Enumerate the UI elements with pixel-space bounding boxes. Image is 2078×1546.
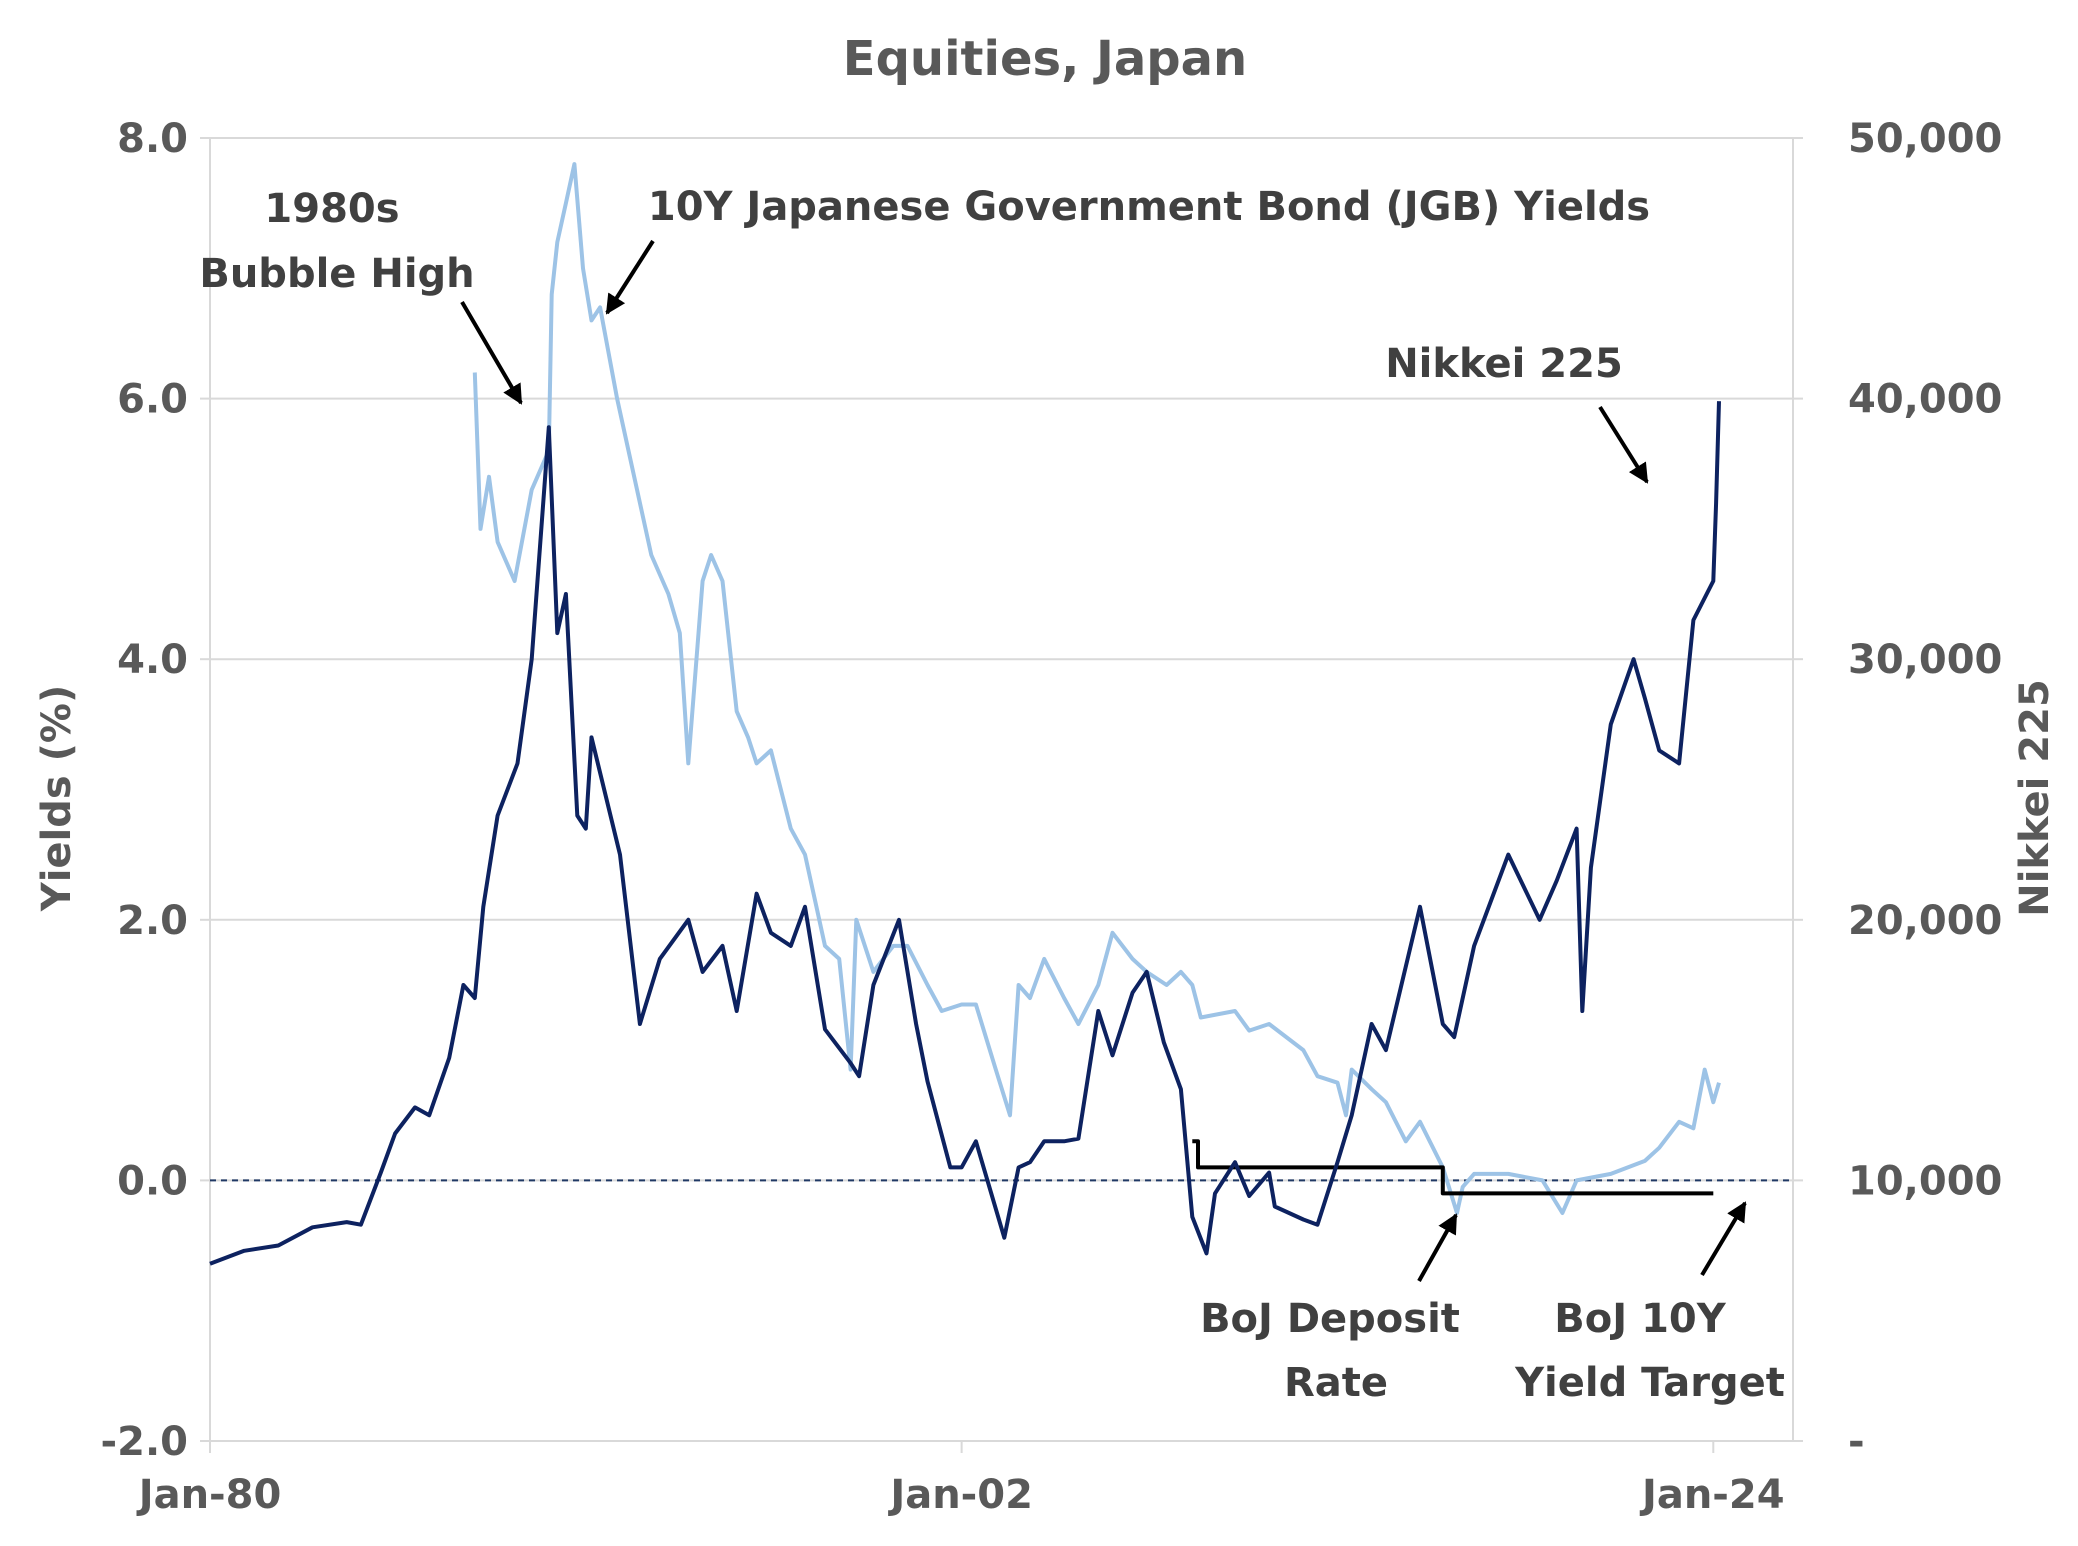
annotation-nikkei-arrow: [1598, 405, 1649, 484]
left-tick-label: 8.0: [117, 116, 188, 162]
deposit-rate-line: [1192, 1139, 1714, 1196]
right-axis-ticks: - 10,000 20,000 30,000 40,000 50,000: [1793, 116, 2002, 1465]
right-tick-label: -: [1848, 1419, 1865, 1465]
annotation-target-arrow: [1700, 1201, 1747, 1277]
left-tick-label: -2.0: [101, 1419, 188, 1465]
right-tick-label: 10,000: [1848, 1158, 2002, 1204]
annotation-nikkei: Nikkei 225: [1385, 341, 1623, 387]
nikkei-series-line: [209, 401, 1721, 1266]
x-axis-ticks: Jan-80 Jan-02 Jan-24: [136, 1441, 1785, 1518]
annotation-target-line1: BoJ 10Y: [1554, 1296, 1726, 1342]
series-layer: [209, 162, 1793, 1266]
annotation-bubble-arrow: [460, 300, 523, 405]
annotation-deposit-line1: BoJ Deposit: [1200, 1296, 1460, 1342]
left-tick-label: 6.0: [117, 377, 188, 423]
right-tick-label: 30,000: [1848, 637, 2002, 683]
annotation-deposit-arrow: [1417, 1213, 1458, 1282]
annotation-deposit-line2: Rate: [1284, 1360, 1388, 1406]
x-tick-label: Jan-80: [136, 1472, 282, 1518]
right-tick-label: 50,000: [1848, 116, 2002, 162]
right-tick-label: 20,000: [1848, 898, 2002, 944]
axes: [209, 138, 1794, 1442]
jgb-series-line: [472, 162, 1721, 1215]
right-axis-title: Nikkei 225: [2012, 679, 2058, 917]
x-tick-label: Jan-24: [1639, 1472, 1785, 1518]
right-tick-label: 40,000: [1848, 377, 2002, 423]
x-tick-label: Jan-02: [887, 1472, 1033, 1518]
left-tick-label: 0.0: [117, 1158, 188, 1204]
left-tick-label: 4.0: [117, 637, 188, 683]
left-tick-label: 2.0: [117, 898, 188, 944]
annotation-jgb: 10Y Japanese Government Bond (JGB) Yield…: [648, 184, 1650, 230]
annotation-bubble-line2: Bubble High: [199, 251, 474, 297]
annotation-target-line2: Yield Target: [1514, 1360, 1785, 1406]
left-axis-ticks: -2.0 0.0 2.0 4.0 6.0 8.0: [101, 116, 210, 1465]
left-axis-title: Yields (%): [34, 685, 80, 913]
chart-title: Equities, Japan: [843, 31, 1247, 87]
annotation-jgb-arrow: [605, 239, 655, 315]
annotation-bubble-line1: 1980s: [264, 186, 399, 232]
